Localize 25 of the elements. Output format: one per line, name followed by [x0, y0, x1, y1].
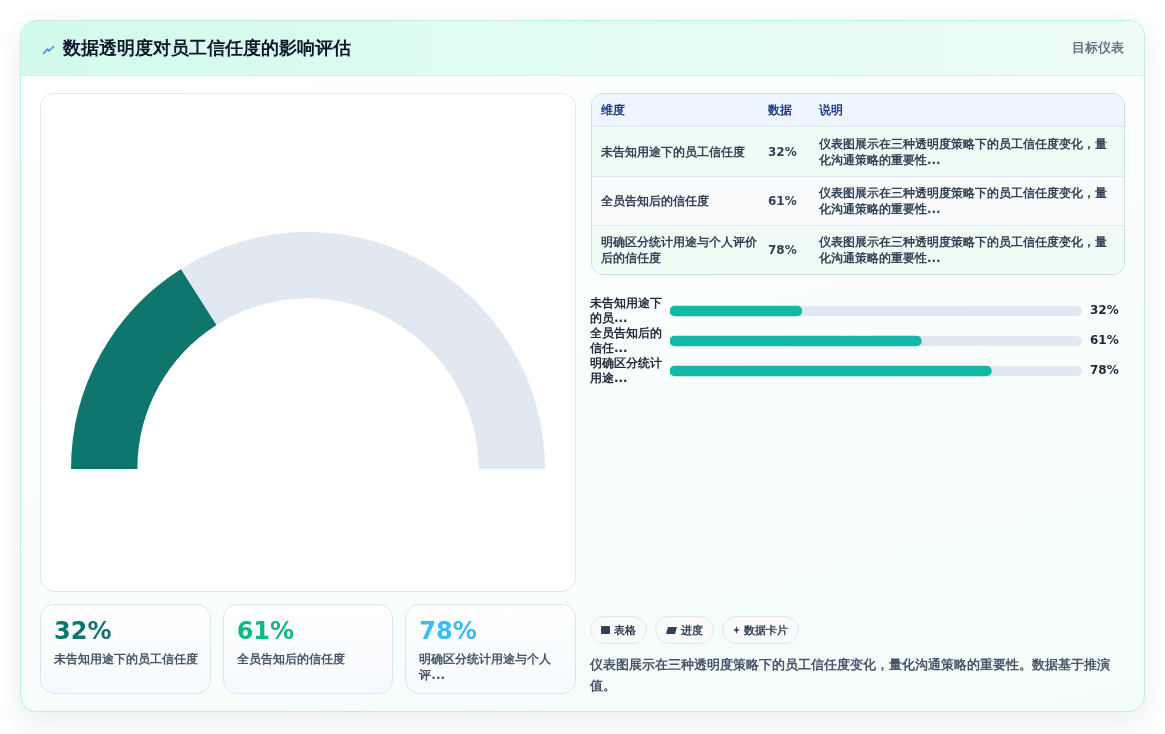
chart-title: 数据透明度对员工信任度的影响评估 [63, 37, 351, 58]
text: 目标仪表 [1072, 40, 1124, 55]
data-label: 32% [1090, 303, 1119, 318]
text: 61% [236, 617, 295, 645]
data-label: 78% [1090, 363, 1119, 378]
y-tick-label: 明确区分统计用途... [589, 355, 662, 385]
y-tick-label: 全员告知后的信任... [589, 325, 662, 355]
category-label: 未告知用途下的员工信任度 [601, 144, 745, 159]
table-row: 全员告知后的信任度 61% 仪表图展示在三种透明度策略下的员工信任度变化，量化沟通策略的重要性... [592, 176, 1124, 225]
text: 78% [419, 617, 477, 645]
category-label: 明确区分统计用途与个人评... [419, 652, 552, 682]
text: 32% [54, 617, 112, 645]
y-tick-label: 未告知用途下的员... [589, 295, 662, 325]
tag-chip: 进度 [655, 616, 714, 644]
text: 维度 [601, 102, 625, 117]
category-label: 未告知用途下的员工信任度 [54, 652, 198, 666]
tag-chip: 数据卡片 [722, 616, 799, 644]
table-row: 未告知用途下的员工信任度 32% 仪表图展示在三种透明度策略下的员工信任度变化，量化沟通策略的重要性... [592, 127, 1124, 176]
text: 仪表图展示在三种透明度策略下的员工信任度变化，量化沟通策略的重要性。数据基于推演值。 [590, 657, 1110, 693]
data-label: 61% [1090, 333, 1119, 348]
text: 说明 [819, 102, 843, 117]
category-label: 明确区分统计用途与个人评价后的信任度 [601, 235, 757, 265]
category-label: 全员告知后的信任度 [601, 194, 709, 208]
text: 数据 [768, 102, 792, 117]
category-label: 全员告知后的信任度 [236, 652, 345, 666]
